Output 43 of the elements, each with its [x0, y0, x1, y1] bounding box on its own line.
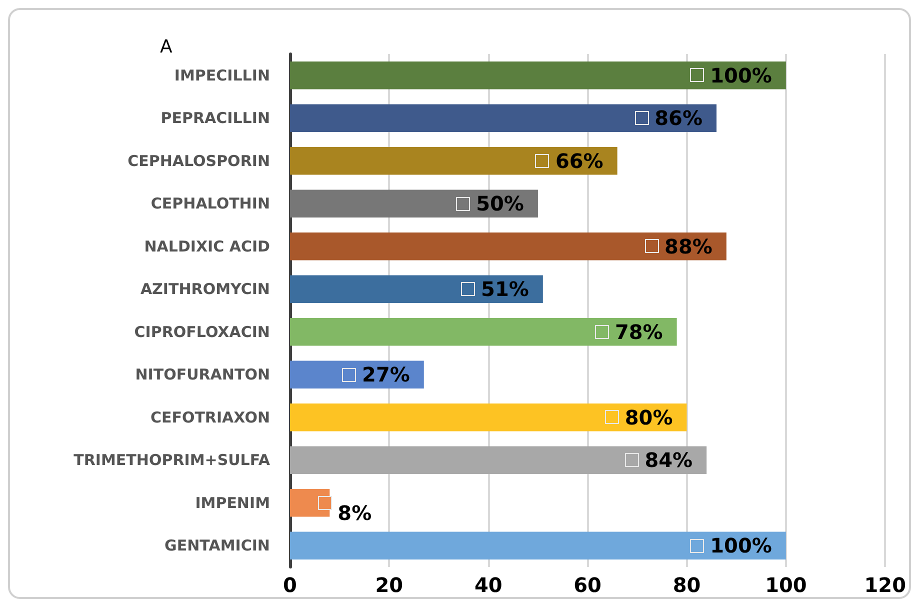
y-tick-label: TRIMETHOPRIM+SULFA: [74, 451, 270, 470]
y-tick-label: CEPHALOTHIN: [150, 194, 270, 213]
bar: [290, 275, 543, 304]
bar: [290, 232, 726, 260]
data-label: 78%: [614, 320, 663, 344]
x-tick-label: 40: [474, 573, 502, 597]
x-tick-label: 20: [375, 573, 404, 597]
data-label: 100%: [710, 63, 772, 88]
x-tick-label: 80: [672, 573, 701, 597]
y-tick-label: NITOFURANTON: [135, 366, 270, 384]
bar: [290, 446, 707, 474]
y-tick-label: CEFOTRIAXON: [150, 408, 270, 426]
data-label: 86%: [654, 106, 703, 130]
x-tick-label: 0: [283, 573, 297, 597]
bar: [290, 403, 687, 432]
data-label: 88%: [664, 234, 712, 258]
y-tick-label: NALDIXIC ACID: [144, 237, 270, 256]
x-tick-label: 100: [765, 573, 807, 597]
y-tick-label: GENTAMICIN: [164, 536, 270, 555]
data-label: 84%: [644, 448, 693, 472]
data-label: 66%: [555, 148, 604, 173]
x-tick-label: 60: [574, 573, 602, 597]
text: A: [160, 36, 173, 58]
y-tick-label: CEPHALOSPORIN: [128, 152, 270, 170]
y-tick-label: CIPROFLOXACIN: [134, 322, 270, 341]
data-label: 27%: [362, 362, 410, 387]
y-tick-label: AZITHROMYCIN: [140, 280, 270, 298]
x-tick-label: 120: [864, 573, 906, 597]
data-label: 50%: [476, 192, 524, 216]
bar: [290, 532, 786, 560]
y-tick-label: IMPECILLIN: [174, 66, 270, 84]
y-tick-label: IMPENIM: [195, 494, 270, 512]
bar: [290, 104, 717, 132]
y-tick-label: PEPRACILLIN: [160, 109, 270, 128]
data-label: 80%: [624, 405, 673, 430]
bar: [290, 190, 538, 218]
bar: [290, 61, 786, 90]
data-label: 8%: [338, 500, 372, 525]
data-label: 100%: [710, 534, 772, 558]
data-label: 51%: [481, 277, 529, 302]
bar: [290, 360, 424, 389]
bar: [290, 318, 677, 346]
bar: [290, 146, 618, 175]
